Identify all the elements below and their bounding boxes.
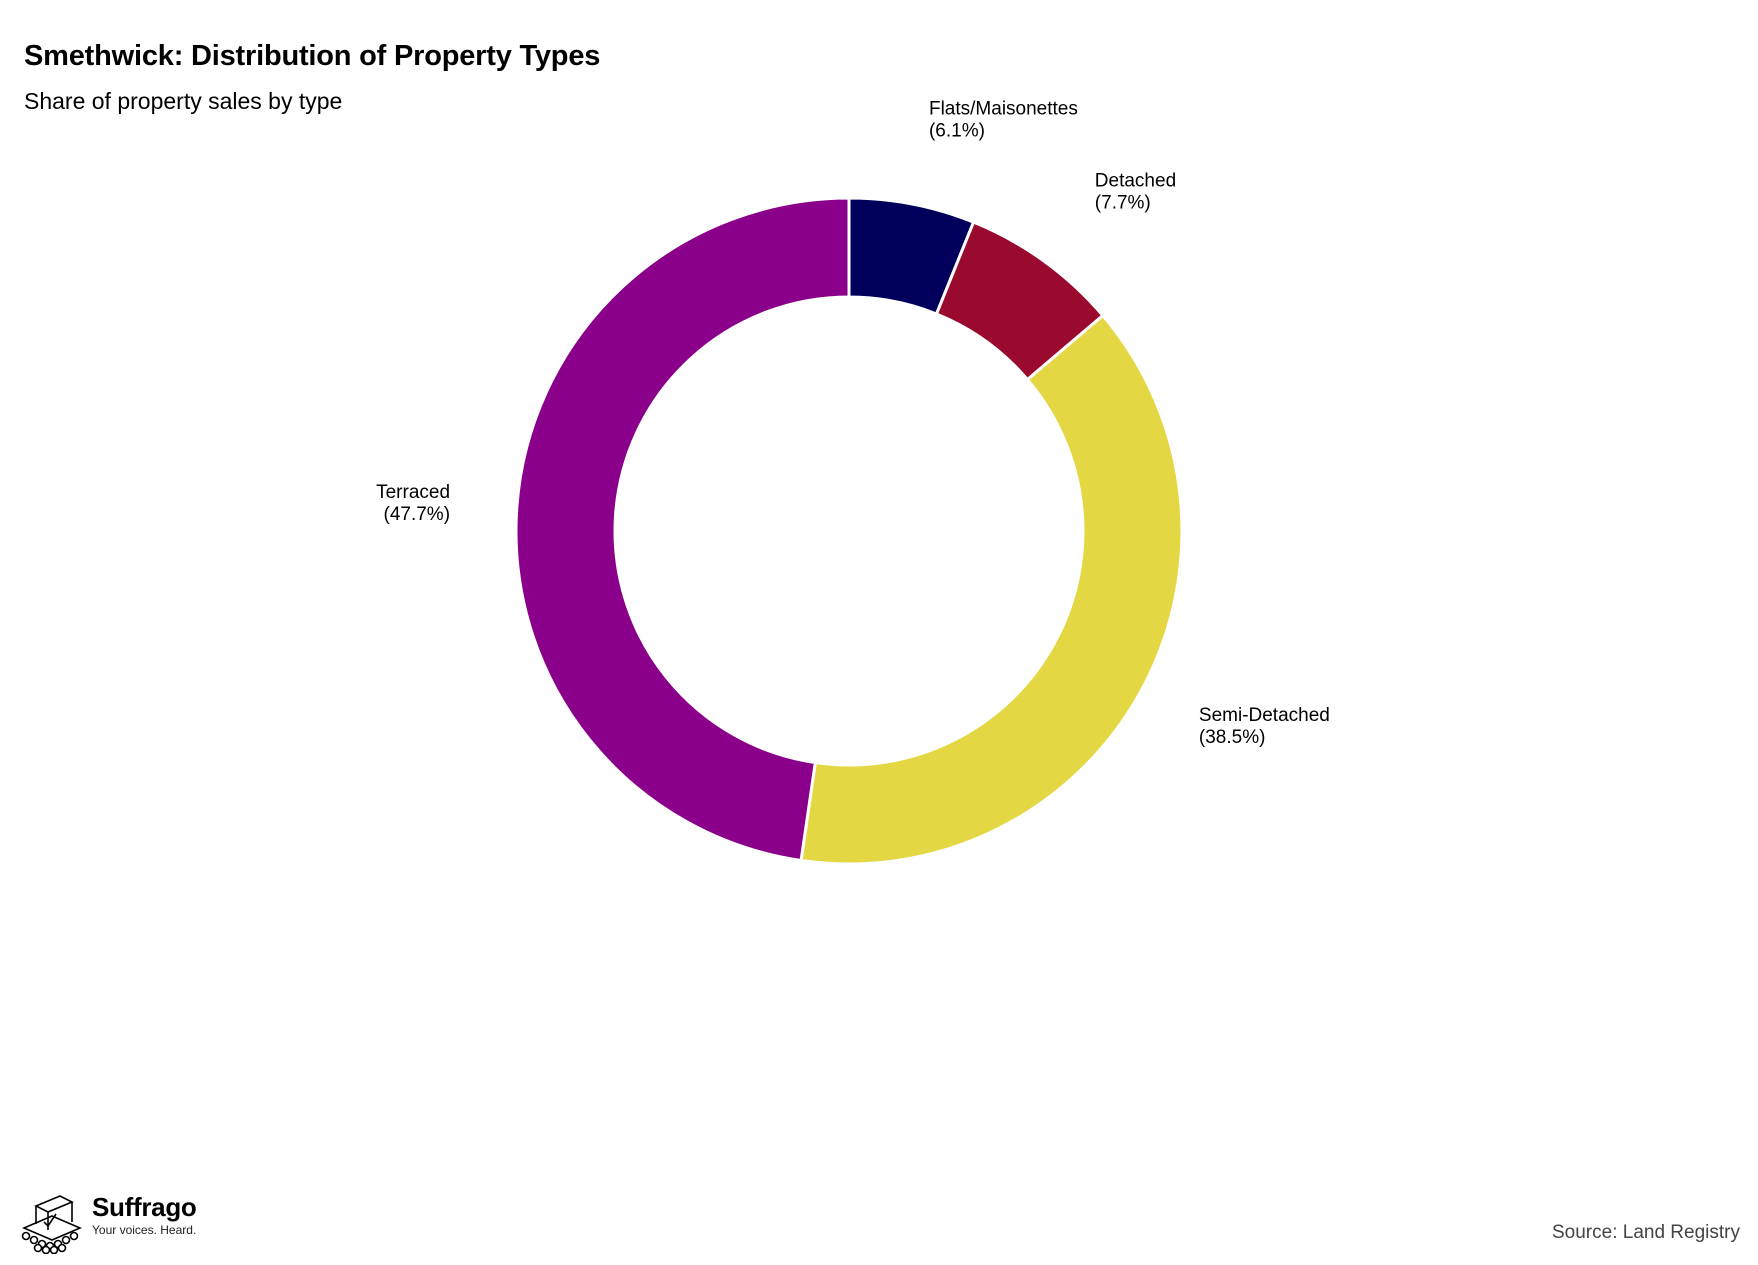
brand-name: Suffrago xyxy=(92,1192,197,1222)
slice-category-label: Detached xyxy=(1095,170,1176,191)
brand-tagline: Your voices. Heard. xyxy=(92,1223,197,1237)
slice-labels: Flats/Maisonettes (6.1%) Detached (7.7%) Sem… xyxy=(376,99,1330,748)
slice-terraced xyxy=(514,196,851,863)
source-note: Source: Land Registry xyxy=(1552,1222,1740,1243)
slice-label-semi-detached: Semi-Detached (38.5%) xyxy=(1199,705,1330,748)
slice-label-detached: Detached (7.7%) xyxy=(1095,170,1176,213)
slice-category-label: Flats/Maisonettes xyxy=(929,99,1078,120)
chart-title: Smethwick: Distribution of Property Type… xyxy=(24,40,601,72)
donut-slices xyxy=(514,196,1184,866)
chart-subtitle: Share of property sales by type xyxy=(24,88,343,114)
slice-category-label: Terraced xyxy=(376,482,450,503)
slice-value-label: (7.7%) xyxy=(1095,192,1151,213)
brand-logo: Suffrago Your voices. Heard. xyxy=(16,1192,197,1254)
slice-label-terraced: Terraced (47.7%) xyxy=(376,482,450,525)
slice-semi-detached xyxy=(799,313,1184,866)
slice-category-label: Semi-Detached xyxy=(1199,705,1330,726)
slice-value-label: (47.7%) xyxy=(384,504,451,525)
slice-label-flats-maisonettes: Flats/Maisonettes (6.1%) xyxy=(929,99,1078,142)
slice-value-label: (6.1%) xyxy=(929,121,985,142)
ballot-box-icon xyxy=(21,1195,83,1254)
slice-value-label: (38.5%) xyxy=(1199,727,1266,748)
